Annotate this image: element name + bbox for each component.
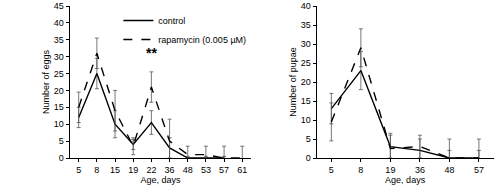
- svg-text:**: **: [146, 45, 157, 61]
- svg-text:25: 25: [301, 58, 311, 68]
- svg-text:0: 0: [59, 153, 64, 163]
- svg-text:40: 40: [54, 18, 64, 28]
- svg-text:30: 30: [301, 39, 311, 49]
- svg-text:22: 22: [146, 165, 156, 175]
- svg-text:57: 57: [219, 165, 229, 175]
- svg-text:30: 30: [54, 52, 64, 62]
- svg-text:20: 20: [301, 77, 311, 87]
- svg-text:8: 8: [94, 165, 99, 175]
- svg-text:53: 53: [201, 165, 211, 175]
- svg-text:15: 15: [301, 96, 311, 106]
- svg-text:0: 0: [306, 153, 311, 163]
- svg-text:61: 61: [237, 165, 247, 175]
- svg-text:35: 35: [54, 35, 64, 45]
- svg-text:8: 8: [358, 165, 363, 175]
- svg-text:35: 35: [301, 20, 311, 30]
- svg-text:Age, days: Age, days: [140, 175, 181, 185]
- svg-text:40: 40: [301, 1, 311, 11]
- svg-text:20: 20: [54, 86, 64, 96]
- svg-text:Number of pupae: Number of pupae: [288, 47, 298, 117]
- svg-text:Number of eggs: Number of eggs: [41, 49, 51, 114]
- svg-text:19: 19: [128, 165, 138, 175]
- svg-text:45: 45: [54, 1, 64, 11]
- svg-text:5: 5: [59, 136, 64, 146]
- svg-text:10: 10: [54, 119, 64, 129]
- svg-text:5: 5: [306, 134, 311, 144]
- svg-text:57: 57: [474, 165, 484, 175]
- svg-text:48: 48: [183, 165, 193, 175]
- svg-text:15: 15: [54, 102, 64, 112]
- svg-text:5: 5: [76, 165, 81, 175]
- svg-text:control: control: [158, 16, 185, 26]
- svg-text:5: 5: [329, 165, 334, 175]
- svg-text:48: 48: [444, 165, 454, 175]
- svg-text:19: 19: [385, 165, 395, 175]
- svg-text:36: 36: [415, 165, 425, 175]
- svg-text:36: 36: [165, 165, 175, 175]
- svg-text:Age, days: Age, days: [385, 175, 426, 185]
- svg-text:15: 15: [110, 165, 120, 175]
- svg-text:10: 10: [301, 115, 311, 125]
- svg-text:25: 25: [54, 69, 64, 79]
- svg-text:rapamycin (0.005 µM): rapamycin (0.005 µM): [158, 35, 246, 45]
